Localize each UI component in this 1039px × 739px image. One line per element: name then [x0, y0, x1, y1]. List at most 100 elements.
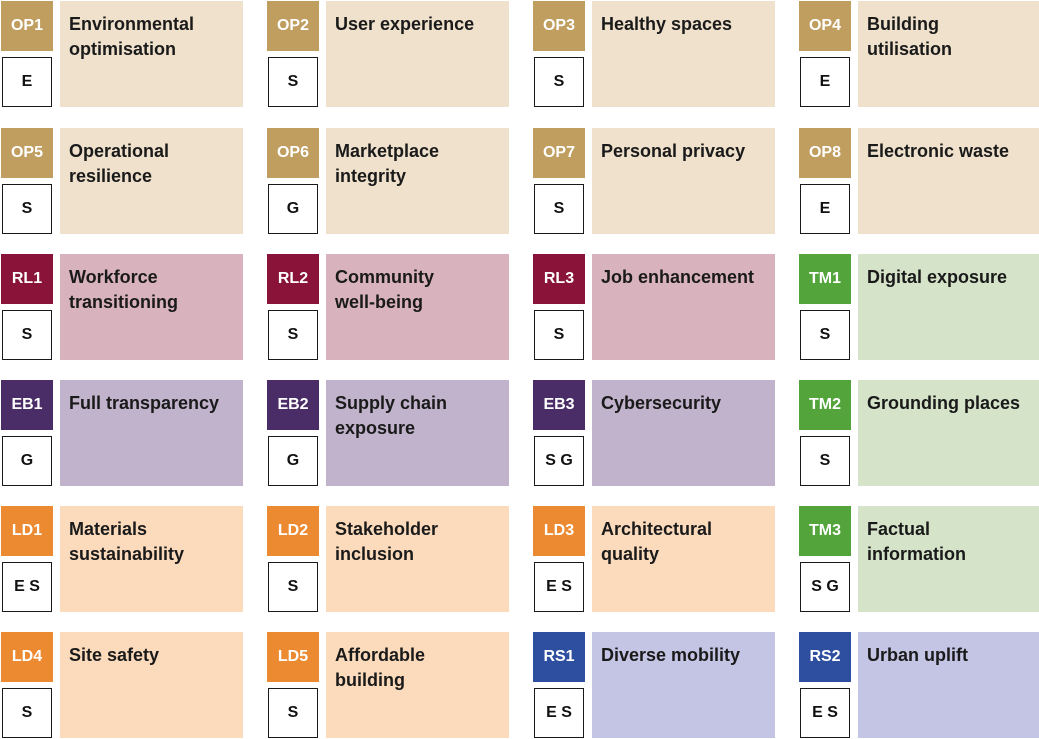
tile-panel: Full transparency [60, 380, 243, 486]
esg-badge: E [2, 57, 52, 107]
tile-panel: Community well-being [326, 254, 509, 360]
tile-panel: User experience [326, 1, 509, 107]
tile-title: Grounding places [867, 393, 1021, 413]
tile-code: RL1 [1, 254, 53, 304]
tile-panel: Marketplace integrity [326, 128, 509, 234]
tile-panel: Workforce transitioning [60, 254, 243, 360]
tile-code: TM2 [799, 380, 851, 430]
tile-code: EB3 [533, 380, 585, 430]
tile-op7: OP7 S Personal privacy [533, 128, 775, 234]
tile-panel: Supply chain exposure [326, 380, 509, 486]
tile-title: Marketplace integrity [335, 141, 440, 186]
tile-rl1: RL1 S Workforce transitioning [1, 254, 243, 360]
tile-tm2: TM2 S Grounding places [799, 380, 1039, 486]
tile-rs1: RS1 E S Diverse mobility [533, 632, 775, 738]
tile-code: OP7 [533, 128, 585, 178]
tile-code: OP4 [799, 1, 851, 51]
tile-op4: OP4 E Building utilisation [799, 1, 1039, 107]
tile-title: Job enhancement [601, 267, 755, 287]
esg-badge: S [268, 57, 318, 107]
tile-title: Cybersecurity [601, 393, 722, 413]
tile-panel: Site safety [60, 632, 243, 738]
tile-panel: Environmental optimisation [60, 1, 243, 107]
tile-panel: Urban uplift [858, 632, 1039, 738]
tile-code: TM3 [799, 506, 851, 556]
tile-code: RS1 [533, 632, 585, 682]
tile-title: Diverse mobility [601, 645, 741, 665]
tile-code: RL2 [267, 254, 319, 304]
esg-badge: S [534, 57, 584, 107]
esg-badge: G [2, 436, 52, 486]
tile-code: EB2 [267, 380, 319, 430]
tile-title: Urban uplift [867, 645, 968, 665]
tile-panel: Digital exposure [858, 254, 1039, 360]
tile-code: OP2 [267, 1, 319, 51]
esg-badge: S [800, 310, 850, 360]
esg-badge: S [2, 184, 52, 234]
tile-tm3: TM3 S G Factual information [799, 506, 1039, 612]
tile-code: LD3 [533, 506, 585, 556]
tile-op6: OP6 G Marketplace integrity [267, 128, 509, 234]
tile-eb2: EB2 G Supply chain exposure [267, 380, 509, 486]
tile-op2: OP2 S User experience [267, 1, 509, 107]
tile-title: Full transparency [69, 393, 220, 413]
tile-title: Digital exposure [867, 267, 1008, 287]
tile-code: TM1 [799, 254, 851, 304]
tile-code: LD1 [1, 506, 53, 556]
esg-badge: S G [800, 562, 850, 612]
esg-badge: E S [534, 562, 584, 612]
tile-panel: Factual information [858, 506, 1039, 612]
tile-title: Operational resilience [69, 141, 170, 186]
esg-badge: E S [800, 688, 850, 738]
tile-panel: Materials sustainability [60, 506, 243, 612]
tile-code: OP6 [267, 128, 319, 178]
tile-code: LD5 [267, 632, 319, 682]
tile-panel: Architectural quality [592, 506, 775, 612]
esg-badge: S [2, 310, 52, 360]
tile-ld5: LD5 S Affordable building [267, 632, 509, 738]
tile-panel: Healthy spaces [592, 1, 775, 107]
tile-title: Stakeholder inclusion [335, 519, 439, 564]
tile-op1: OP1 E Environmental optimisation [1, 1, 243, 107]
tile-rs2: RS2 E S Urban uplift [799, 632, 1039, 738]
tile-rl2: RL2 S Community well-being [267, 254, 509, 360]
esg-badge: E S [2, 562, 52, 612]
tile-tm1: TM1 S Digital exposure [799, 254, 1039, 360]
tile-code: OP8 [799, 128, 851, 178]
tile-panel: Grounding places [858, 380, 1039, 486]
tile-panel: Diverse mobility [592, 632, 775, 738]
tile-panel: Personal privacy [592, 128, 775, 234]
tile-ld3: LD3 E S Architectural quality [533, 506, 775, 612]
tile-title: Materials sustainability [69, 519, 185, 564]
tile-title: Supply chain exposure [335, 393, 448, 438]
esg-badge: S [534, 310, 584, 360]
tile-code: RS2 [799, 632, 851, 682]
tile-title: Community well-being [335, 267, 434, 312]
esg-badge: E [800, 184, 850, 234]
tile-rl3: RL3 S Job enhancement [533, 254, 775, 360]
tile-title: Environmental optimisation [69, 14, 195, 59]
tile-code: LD2 [267, 506, 319, 556]
esg-badge: S [534, 184, 584, 234]
tile-ld2: LD2 S Stakeholder inclusion [267, 506, 509, 612]
tile-panel: Job enhancement [592, 254, 775, 360]
tile-panel: Stakeholder inclusion [326, 506, 509, 612]
tile-title: Factual information [867, 519, 966, 564]
esg-badge: G [268, 436, 318, 486]
tile-code: OP5 [1, 128, 53, 178]
esg-badge: S [268, 310, 318, 360]
tile-title: User experience [335, 14, 475, 34]
tile-eb3: EB3 S G Cybersecurity [533, 380, 775, 486]
esg-badge: S [268, 562, 318, 612]
tile-code: OP1 [1, 1, 53, 51]
esg-badge: S [800, 436, 850, 486]
esg-badge: S [268, 688, 318, 738]
tile-panel: Affordable building [326, 632, 509, 738]
tile-code: EB1 [1, 380, 53, 430]
esg-badge: G [268, 184, 318, 234]
esg-badge: S [2, 688, 52, 738]
tile-eb1: EB1 G Full transparency [1, 380, 243, 486]
tile-title: Affordable building [335, 645, 425, 690]
esg-badge: E [800, 57, 850, 107]
